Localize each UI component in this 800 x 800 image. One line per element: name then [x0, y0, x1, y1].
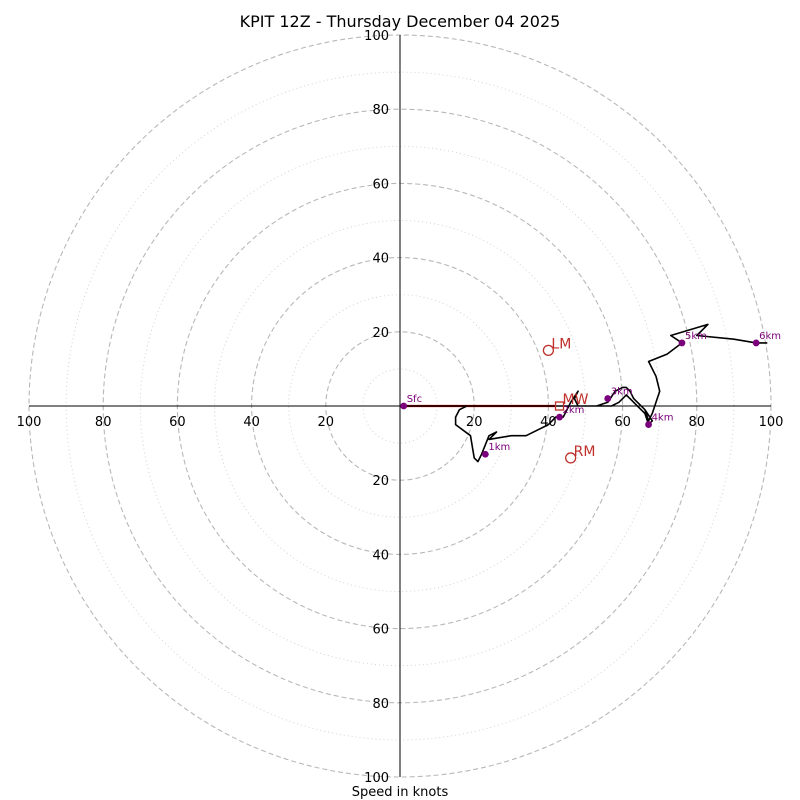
y-tick-label-down-80: 80 [372, 697, 389, 712]
y-tick-label-down-60: 60 [372, 623, 389, 638]
x-axis-label: Speed in knots [352, 785, 449, 800]
y-tick-label-down-20: 20 [372, 474, 389, 489]
height-label-1km: 1km [488, 442, 510, 453]
height-marker-1km [481, 450, 489, 458]
chart-title: KPIT 12Z - Thursday December 04 2025 [240, 12, 561, 31]
height-label-2km: 2km [563, 405, 585, 416]
x-tick-label-left-40: 40 [243, 415, 260, 430]
height-markers: Sfc 1km 2km 3km 4km 5km 6km [400, 331, 781, 458]
height-marker-2km [556, 413, 563, 421]
y-tick-label-up-100: 100 [364, 29, 389, 44]
height-label-3km: 3km [611, 387, 633, 398]
storm-motion-marker-rm [565, 452, 577, 464]
y-tick-label-up-20: 20 [372, 326, 389, 341]
x-tick-label-right-80: 80 [689, 415, 706, 430]
x-tick-label-left-60: 60 [169, 415, 186, 430]
height-label-6km: 6km [759, 331, 781, 342]
storm-motion-label-rm: RM [574, 444, 596, 460]
x-tick-label-left-100: 100 [17, 415, 42, 430]
y-tick-label-up-80: 80 [372, 103, 389, 118]
storm-motion-marker-lm [542, 344, 555, 357]
storm-motion-markers: LM RM MW [542, 336, 596, 464]
x-tick-label-right-20: 20 [466, 415, 483, 430]
y-tick-label-up-60: 60 [372, 177, 389, 192]
height-marker-5km [678, 339, 686, 347]
height-marker-6km [752, 339, 760, 347]
y-tick-label-down-100: 100 [364, 771, 389, 786]
hodograph-trace-group [400, 323, 768, 463]
storm-motion-label-lm: LM [551, 336, 571, 352]
y-tick-label-down-40: 40 [372, 548, 389, 563]
hodograph-trace [400, 323, 768, 463]
height-label-5km: 5km [685, 331, 707, 342]
y-tick-label-up-40: 40 [372, 252, 389, 267]
x-tick-label-right-60: 60 [614, 415, 631, 430]
height-marker-4km [645, 421, 652, 428]
height-marker-sfc [400, 402, 408, 410]
x-tick-label-left-80: 80 [95, 415, 112, 430]
height-marker-3km [604, 395, 612, 402]
x-tick-label-right-100: 100 [759, 415, 784, 430]
storm-motion-label-mw: MW [563, 392, 589, 408]
height-label-4km: 4km [652, 413, 674, 424]
storm-motion-marker-mw [554, 401, 565, 411]
height-label-sfc: Sfc [407, 394, 422, 405]
x-tick-label-left-20: 20 [318, 415, 335, 430]
